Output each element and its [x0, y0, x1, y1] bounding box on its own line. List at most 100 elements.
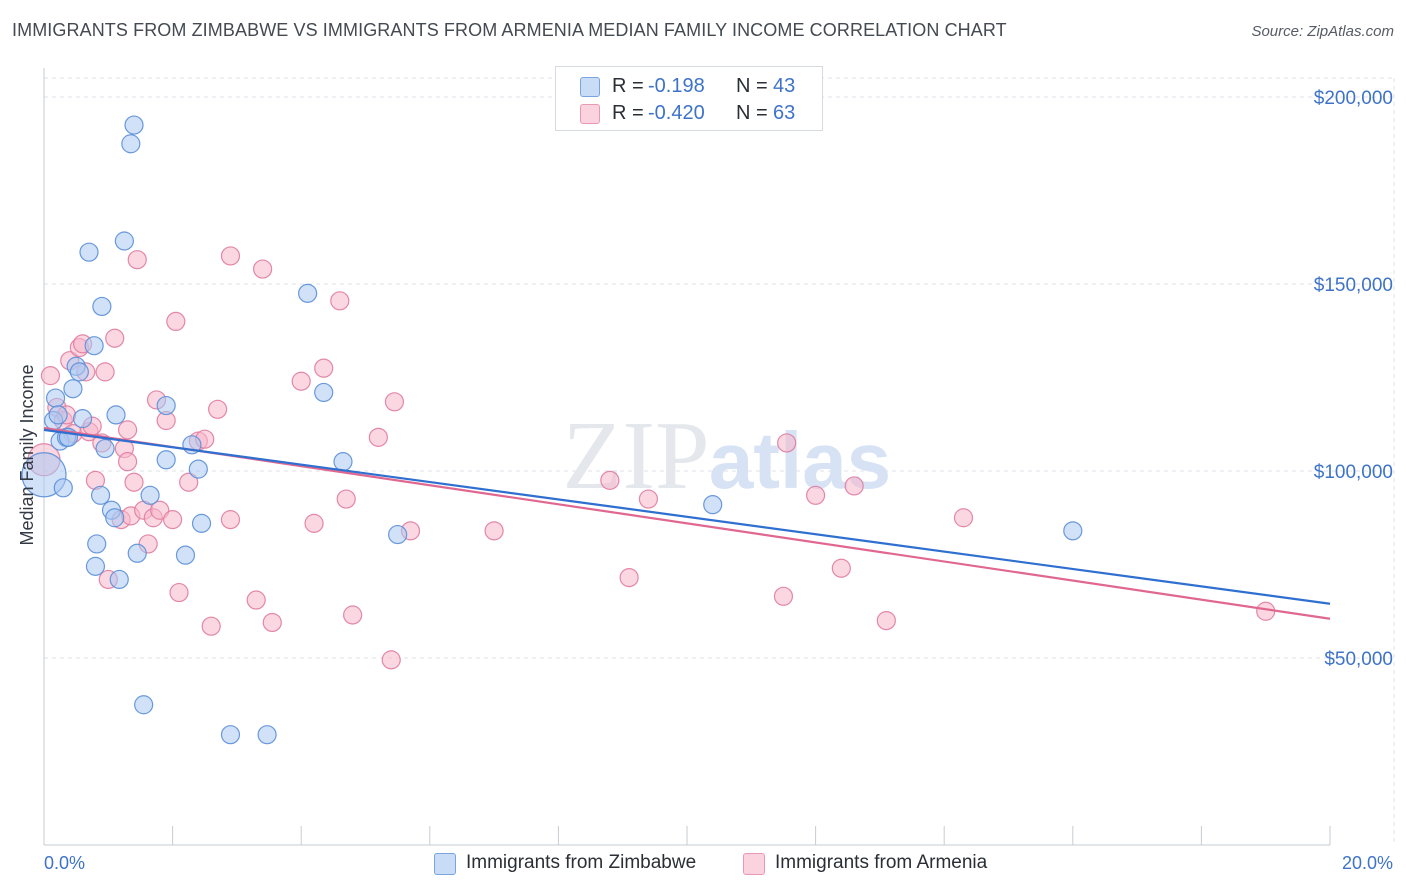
y-tick-label: $50,000 — [1324, 649, 1393, 670]
point-zimbabwe — [114, 231, 134, 251]
point-armenia — [166, 311, 186, 331]
point-zimbabwe — [191, 513, 212, 533]
point-armenia — [638, 489, 659, 509]
source-credit: Source: ZipAtlas.com — [1251, 23, 1394, 40]
legend-r-label: R = — [612, 75, 644, 97]
point-armenia — [127, 250, 147, 270]
point-armenia — [953, 508, 974, 528]
legend-r-value: -0.198 — [648, 75, 705, 97]
point-zimbabwe — [48, 405, 68, 425]
point-zimbabwe — [134, 695, 154, 715]
point-armenia — [117, 420, 138, 440]
point-armenia — [368, 427, 388, 447]
point-armenia — [169, 582, 189, 603]
y-tick-labels: $50,000 $100,000 $150,000 $200,000 — [1314, 88, 1393, 670]
point-armenia — [831, 558, 851, 578]
point-zimbabwe — [140, 485, 160, 505]
point-zimbabwe — [124, 115, 144, 135]
point-zimbabwe — [127, 543, 147, 563]
legend-n-value: 43 — [773, 75, 796, 97]
point-zimbabwe — [1063, 521, 1083, 541]
point-armenia — [105, 328, 125, 348]
point-zimbabwe — [156, 395, 176, 416]
point-zimbabwe — [106, 405, 126, 425]
watermark-atlas: atlas — [709, 416, 891, 505]
point-armenia — [124, 472, 144, 492]
point-zimbabwe — [175, 545, 196, 565]
point-zimbabwe — [388, 524, 408, 545]
point-zimbabwe — [257, 725, 277, 745]
bottom-legend-swatch-armenia — [743, 853, 765, 875]
legend-n-value: 63 — [773, 102, 796, 124]
legend-r-value: -0.420 — [648, 102, 705, 124]
point-armenia — [201, 616, 221, 636]
point-armenia — [384, 392, 405, 412]
point-armenia — [805, 485, 826, 505]
point-armenia — [179, 472, 199, 492]
point-zimbabwe — [63, 379, 83, 399]
point-zimbabwe — [95, 438, 115, 459]
point-zimbabwe — [72, 409, 93, 429]
legend-swatch-zimbabwe — [580, 77, 600, 97]
point-zimbabwe — [220, 725, 241, 745]
point-zimbabwe — [92, 296, 112, 317]
point-armenia — [484, 521, 504, 541]
series-armenia-points — [27, 246, 1276, 670]
point-armenia — [220, 510, 241, 530]
point-zimbabwe — [314, 382, 334, 403]
point-zimbabwe — [69, 362, 89, 382]
series-zimbabwe-points — [21, 115, 1083, 745]
point-zimbabwe — [703, 495, 723, 515]
legend-swatch-armenia — [580, 104, 600, 124]
trend-lines — [43, 426, 1331, 620]
point-zimbabwe — [188, 459, 208, 479]
legend-n-label: N = — [736, 102, 768, 124]
point-zimbabwe — [298, 283, 318, 303]
point-zimbabwe — [53, 478, 73, 498]
point-armenia — [1256, 601, 1276, 621]
point-zimbabwe — [121, 134, 141, 154]
legend-r-label: R = — [612, 102, 644, 124]
point-zimbabwe — [79, 242, 99, 262]
legend-n-label: N = — [736, 75, 768, 97]
bottom-legend-swatch-zimbabwe — [434, 853, 456, 875]
x-tick-label-max: 20.0% — [1342, 853, 1393, 873]
bottom-legend-label-armenia: Immigrants from Armenia — [775, 852, 988, 873]
point-armenia — [304, 513, 324, 533]
point-armenia — [150, 500, 170, 520]
point-armenia — [876, 610, 896, 631]
point-zimbabwe — [333, 452, 353, 472]
point-armenia — [844, 476, 864, 496]
point-armenia — [777, 433, 797, 453]
point-armenia — [163, 510, 183, 530]
x-tick-labels: 0.0% 20.0% — [44, 853, 1393, 873]
chart-title: IMMIGRANTS FROM ZIMBABWE VS IMMIGRANTS F… — [12, 20, 1007, 40]
point-armenia — [220, 246, 241, 266]
point-armenia — [246, 590, 266, 610]
axes — [43, 68, 1331, 846]
point-armenia — [773, 586, 794, 606]
point-armenia — [600, 470, 620, 490]
bottom-legend-label-zimbabwe: Immigrants from Zimbabwe — [466, 852, 697, 873]
point-armenia — [314, 358, 334, 378]
watermark-zip: ZIP — [563, 402, 710, 510]
point-armenia — [330, 291, 350, 311]
point-zimbabwe — [109, 569, 129, 590]
point-armenia — [291, 371, 311, 391]
point-armenia — [208, 399, 228, 419]
trend-line-zimbabwe — [43, 428, 1331, 605]
point-armenia — [336, 489, 356, 509]
point-zimbabwe — [87, 534, 107, 554]
y-tick-label: $200,000 — [1314, 88, 1393, 109]
y-tick-label: $100,000 — [1314, 462, 1393, 483]
y-axis-label: Median Family Income — [17, 364, 37, 545]
point-armenia — [343, 605, 363, 625]
point-armenia — [40, 366, 61, 386]
point-armenia — [95, 362, 115, 382]
point-armenia — [619, 567, 639, 588]
x-tick-label-min: 0.0% — [44, 853, 85, 873]
point-armenia — [381, 650, 401, 670]
point-zimbabwe — [90, 485, 111, 505]
point-armenia — [117, 452, 138, 472]
